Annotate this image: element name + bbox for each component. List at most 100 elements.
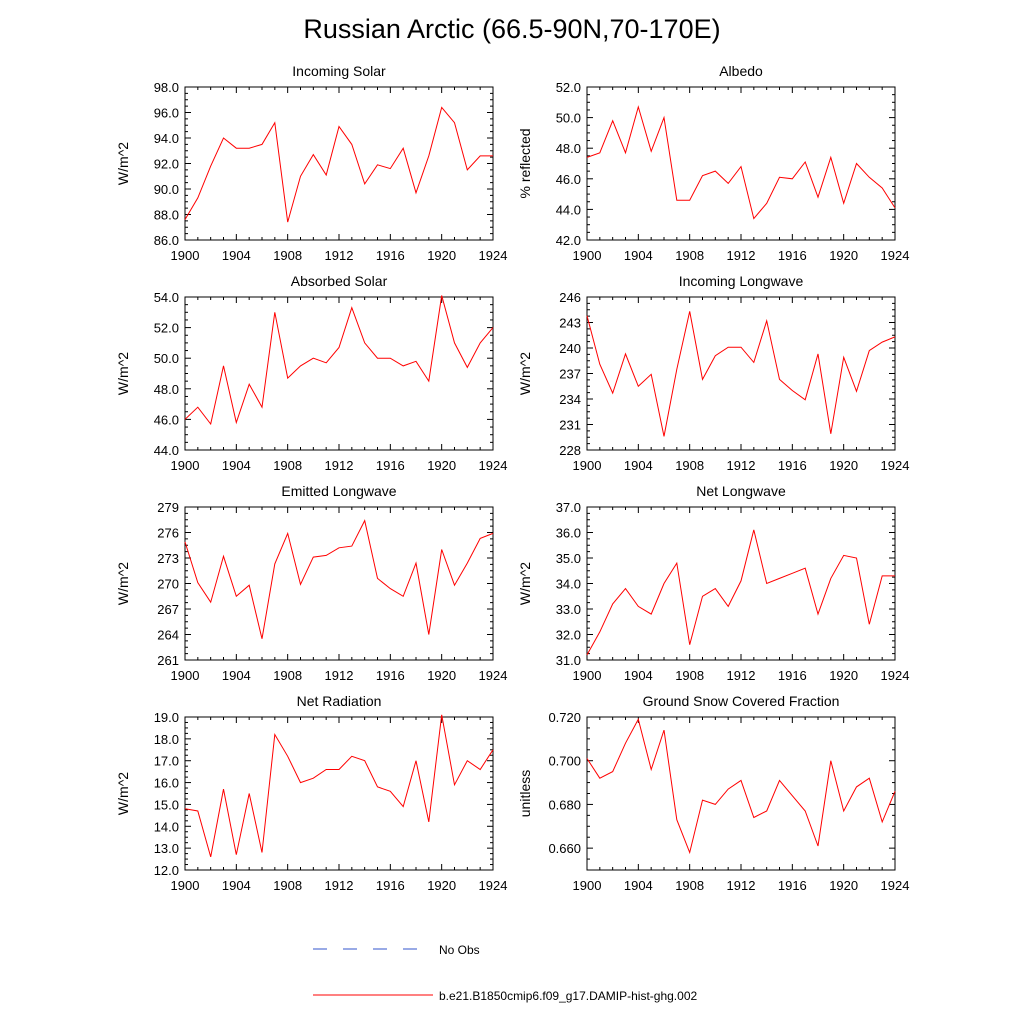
y-tick-label: 14.0 [154,819,179,834]
y-tick-label: 0.700 [548,754,581,769]
x-tick-label: 1900 [171,878,200,893]
x-tick-label: 1904 [624,248,653,263]
x-tick-label: 1912 [325,878,354,893]
panel-title: Absorbed Solar [291,273,388,289]
x-tick-label: 1920 [829,878,858,893]
legend-label-no-obs: No Obs [439,943,480,957]
y-tick-label: 44.0 [556,202,581,217]
y-tick-label: 46.0 [154,412,179,427]
x-tick-label: 1904 [222,458,251,473]
y-tick-label: 37.0 [556,500,581,515]
y-tick-label: 279 [157,500,179,515]
y-tick-label: 264 [157,628,179,643]
x-tick-label: 1912 [325,248,354,263]
x-tick-label: 1900 [171,248,200,263]
panel-4: 1900 1904 1908 1912 1916 1920 1924 261 264 267 270… [115,483,507,683]
x-tick-label: 1920 [427,878,456,893]
x-tick-label: 1908 [675,248,704,263]
y-tick-label: 36.0 [556,526,581,541]
x-tick-label: 1916 [778,668,807,683]
y-tick-label: 246 [559,290,581,305]
x-tick-label: 1920 [427,248,456,263]
plot-frame [586,506,896,661]
y-tick-label: 52.0 [154,321,179,336]
panel-title: Incoming Longwave [679,273,804,289]
y-tick-label: 86.0 [154,233,179,248]
y-tick-label: 52.0 [556,80,581,95]
x-tick-label: 1924 [881,458,910,473]
y-tick-label: 94.0 [154,131,179,146]
panel-7: 1900 1904 1908 1912 1916 1920 1924 0.660 0.680 0.… [517,693,909,893]
x-tick-label: 1912 [727,878,756,893]
panel-2: 1900 1904 1908 1912 1916 1920 1924 44.0 46.0 48.0… [115,273,507,473]
panel-title: Emitted Longwave [281,483,396,499]
x-tick-label: 1920 [829,458,858,473]
x-tick-label: 1916 [376,878,405,893]
y-axis-label: W/m^2 [517,352,533,395]
x-tick-label: 1908 [273,668,302,683]
x-tick-label: 1908 [675,668,704,683]
y-tick-label: 54.0 [154,290,179,305]
y-tick-label: 90.0 [154,182,179,197]
y-tick-label: 35.0 [556,551,581,566]
panel-title: Ground Snow Covered Fraction [643,693,840,709]
plot-frame [586,716,896,871]
y-axis-label: W/m^2 [115,772,131,815]
y-tick-label: 48.0 [154,382,179,397]
y-tick-label: 34.0 [556,577,581,592]
y-tick-label: 19.0 [154,710,179,725]
figure-title: Russian Arctic (66.5-90N,70-170E) [303,14,721,44]
x-tick-label: 1908 [675,458,704,473]
x-tick-label: 1908 [273,248,302,263]
x-tick-label: 1904 [222,248,251,263]
x-tick-label: 1900 [573,458,602,473]
x-tick-label: 1908 [273,458,302,473]
series-line [586,105,896,220]
y-tick-label: 276 [157,526,179,541]
y-axis-label: W/m^2 [115,142,131,185]
y-tick-label: 18.0 [154,732,179,747]
series-line [184,106,493,223]
x-tick-label: 1916 [376,458,405,473]
y-tick-label: 17.0 [154,754,179,769]
x-tick-label: 1920 [427,458,456,473]
x-tick-label: 1904 [624,878,653,893]
legend-label-model: b.e21.B1850cmip6.f09_g17.DAMIP-hist-ghg.… [439,989,698,1003]
y-tick-label: 0.680 [548,797,581,812]
panel-0: 1900 1904 1908 1912 1916 1920 1924 86.0 88.0 90.0… [115,63,507,263]
y-axis-label: unitless [517,770,533,817]
y-tick-label: 44.0 [154,443,179,458]
x-tick-label: 1900 [573,878,602,893]
x-tick-label: 1916 [376,668,405,683]
x-tick-label: 1908 [675,878,704,893]
series-line [184,519,494,639]
plot-frame [184,296,494,451]
y-tick-label: 48.0 [556,141,581,156]
x-tick-label: 1900 [573,668,602,683]
series-line [586,717,896,855]
panel-6: 1900 1904 1908 1912 1916 1920 1924 12.0 13.0 14.0… [115,693,507,893]
y-tick-label: 33.0 [556,602,581,617]
panel-3: 1900 1904 1908 1912 1916 1920 1924 228 231 234 237… [517,273,909,473]
y-tick-label: 0.720 [548,710,581,725]
y-tick-label: 31.0 [556,653,581,668]
x-tick-label: 1924 [479,878,508,893]
x-tick-label: 1924 [881,248,910,263]
y-tick-label: 228 [559,443,581,458]
y-tick-label: 273 [157,551,179,566]
series-line [184,295,494,426]
x-tick-label: 1912 [325,668,354,683]
y-tick-label: 270 [157,577,179,592]
x-tick-label: 1904 [624,458,653,473]
x-tick-label: 1924 [479,458,508,473]
y-tick-label: 237 [559,367,581,382]
y-axis-label: % reflected [517,128,533,198]
panel-5: 1900 1904 1908 1912 1916 1920 1924 31.0 32.0 33.0… [517,483,909,683]
y-tick-label: 98.0 [154,80,179,95]
y-tick-label: 92.0 [154,157,179,172]
y-axis-label: W/m^2 [517,562,533,605]
y-tick-label: 0.660 [548,841,581,856]
x-tick-label: 1904 [222,878,251,893]
x-tick-label: 1920 [427,668,456,683]
x-tick-label: 1916 [376,248,405,263]
